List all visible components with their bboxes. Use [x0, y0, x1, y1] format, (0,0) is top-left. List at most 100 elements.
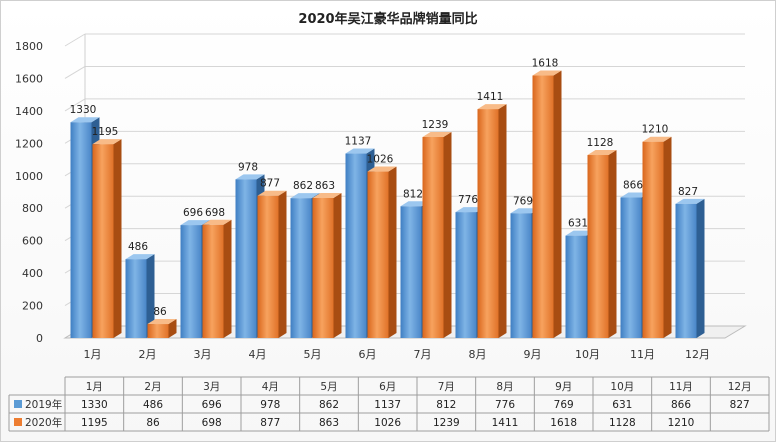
y-tick-label: 200 — [22, 300, 43, 313]
bar — [510, 213, 532, 338]
data-label: 1210 — [642, 124, 669, 136]
x-tick-label: 9月 — [524, 348, 542, 361]
x-tick-label: 7月 — [414, 348, 432, 361]
bar — [565, 235, 587, 338]
table-value-cell: 698 — [202, 417, 222, 429]
y-tick-label: 600 — [22, 235, 43, 248]
legend-swatch — [14, 400, 22, 408]
data-label: 812 — [403, 188, 423, 200]
legend-label: 2019年 — [25, 398, 62, 411]
table-value-cell: 1195 — [81, 417, 108, 429]
bar-side — [146, 254, 155, 338]
data-label: 1239 — [422, 119, 449, 131]
table-value-cell: 486 — [143, 399, 163, 411]
data-label: 1195 — [92, 126, 119, 138]
legend-swatch — [14, 418, 22, 426]
bar — [587, 155, 609, 338]
data-label: 978 — [238, 161, 258, 173]
x-tick-label: 5月 — [304, 348, 322, 361]
bar — [642, 141, 664, 338]
x-tick-label: 2月 — [139, 348, 157, 361]
bar-top — [257, 190, 287, 196]
bar-top — [587, 150, 617, 156]
table-value-cell: 1330 — [81, 399, 108, 411]
bar-top — [367, 166, 397, 172]
bar-top — [565, 230, 595, 236]
bar — [532, 75, 554, 338]
table-value-cell: 877 — [260, 417, 280, 429]
bar — [147, 324, 169, 338]
data-label: 1026 — [367, 154, 394, 166]
table-header-cell: 9月 — [555, 381, 572, 393]
bar-top — [675, 198, 705, 204]
bar — [455, 212, 477, 338]
data-label: 696 — [183, 207, 203, 219]
data-label: 827 — [678, 186, 698, 198]
data-label: 863 — [315, 180, 335, 192]
x-tick-label: 3月 — [194, 348, 212, 361]
x-tick-label: 10月 — [575, 348, 600, 361]
bar-side — [168, 319, 177, 338]
bar-top — [532, 70, 562, 76]
bar-side — [498, 104, 507, 338]
table-value-cell: 862 — [319, 399, 339, 411]
bar — [257, 195, 279, 338]
y-tick-label: 1800 — [15, 40, 43, 53]
bar-top — [92, 139, 122, 145]
table-header-cell: 10月 — [610, 381, 634, 393]
x-tick-label: 8月 — [469, 348, 487, 361]
bar — [202, 224, 224, 338]
data-label: 862 — [293, 180, 313, 192]
bar — [125, 259, 147, 338]
bar-side — [696, 198, 705, 338]
table-header-cell: 11月 — [669, 381, 693, 393]
table-value-cell: 776 — [495, 399, 515, 411]
bar-side — [388, 166, 397, 338]
table-value-cell: 827 — [730, 399, 750, 411]
table-header-cell: 6月 — [379, 381, 396, 393]
table-value-cell: 812 — [436, 399, 456, 411]
bar — [92, 144, 114, 338]
bar-top — [290, 193, 320, 199]
bar — [180, 225, 202, 338]
bar-side — [608, 150, 617, 338]
gridline-side — [64, 66, 86, 79]
bar-side — [278, 190, 287, 338]
bar-top — [477, 104, 507, 110]
table-value-cell: 866 — [671, 399, 691, 411]
data-label: 631 — [568, 218, 588, 230]
x-tick-label: 1月 — [84, 348, 102, 361]
y-tick-label: 1400 — [15, 105, 43, 118]
table-value-cell: 1618 — [550, 417, 577, 429]
data-label: 1618 — [532, 58, 559, 70]
y-tick-label: 1200 — [15, 137, 43, 150]
table-header-cell: 2月 — [144, 381, 161, 393]
bar — [312, 198, 334, 338]
table-value-cell: 1210 — [668, 417, 695, 429]
x-tick-label: 11月 — [630, 348, 655, 361]
bar-top — [620, 192, 650, 198]
data-label: 769 — [513, 195, 533, 207]
bar — [70, 122, 92, 338]
bar-top — [180, 220, 210, 226]
data-label: 1137 — [345, 136, 372, 148]
bar — [620, 197, 642, 338]
y-tick-label: 1000 — [15, 170, 43, 183]
legend-label: 2020年 — [25, 416, 62, 429]
table-value-cell: 1411 — [492, 417, 519, 429]
data-label: 1128 — [587, 137, 614, 149]
x-tick-label: 4月 — [249, 348, 267, 361]
data-label: 866 — [623, 180, 643, 192]
y-tick-label: 1600 — [15, 72, 43, 85]
table-value-cell: 1239 — [433, 417, 460, 429]
x-tick-label: 12月 — [685, 348, 710, 361]
chart-title: 2020年吴江豪华品牌销量同比 — [298, 11, 477, 27]
bar — [422, 137, 444, 338]
table-value-cell: 769 — [554, 399, 574, 411]
gridline-side — [64, 98, 86, 112]
bar-top — [125, 254, 155, 260]
bar-side — [113, 139, 122, 338]
y-tick-label: 0 — [36, 332, 43, 345]
table-value-cell: 1137 — [374, 399, 401, 411]
